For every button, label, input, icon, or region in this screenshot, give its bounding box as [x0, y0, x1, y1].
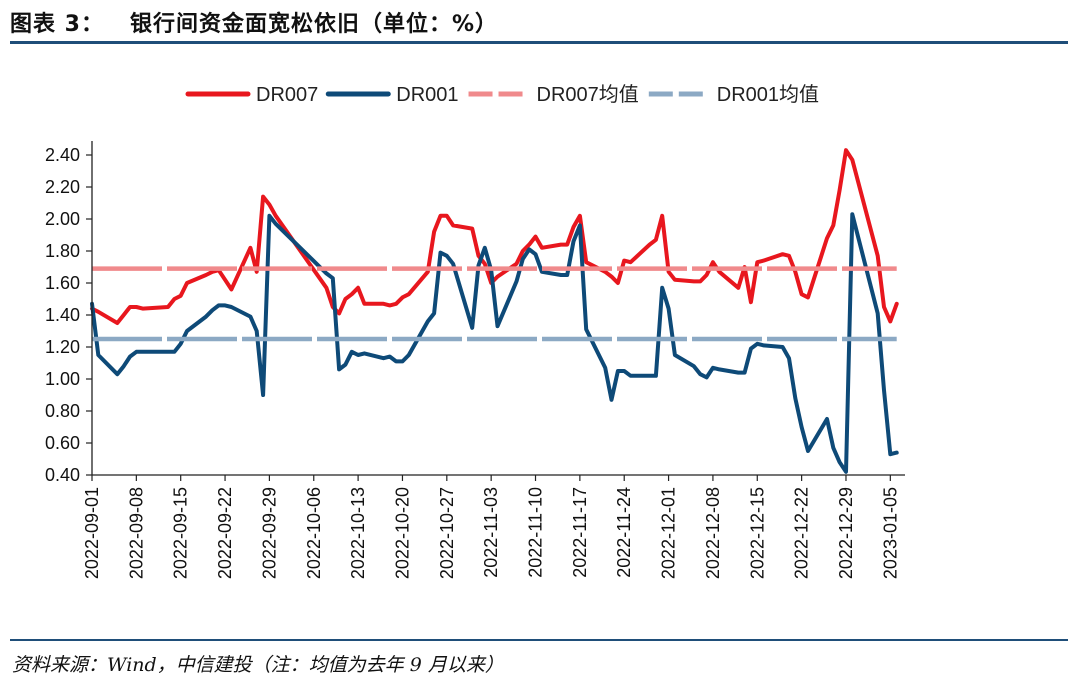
y-tick-label: 2.40	[45, 145, 80, 165]
figure-title-text: 银行间资金面宽松依旧（单位：%）	[129, 12, 499, 37]
x-tick-label: 2022-10-13	[348, 487, 368, 579]
x-tick-label: 2023-01-05	[880, 487, 900, 579]
x-tick-label: 2022-12-08	[703, 487, 723, 579]
x-tick-label: 2022-09-08	[126, 487, 146, 579]
x-tick-label: 2022-11-17	[570, 487, 590, 578]
legend: DR007 DR001 DR007均值 DR001均值	[185, 83, 819, 106]
series-layer	[90, 148, 899, 474]
y-tick-label: 1.20	[45, 337, 80, 357]
x-tick-label: 2022-12-22	[792, 487, 812, 579]
x-tick-label: 2022-09-01	[82, 487, 102, 579]
top-rule	[10, 41, 1068, 44]
legend-label: DR001均值	[717, 83, 819, 106]
y-tick-label: 0.40	[45, 465, 80, 485]
x-tick-label: 2022-11-24	[614, 487, 634, 578]
x-tick-label: 2022-09-15	[171, 487, 191, 579]
legend-label: DR007均值	[537, 83, 639, 106]
line-chart: 2.40 2.20 2.00 1.80 1.60 1.40 1.20 1.00 0.80 0.60…	[45, 83, 905, 579]
x-tick-label: 2022-12-15	[747, 487, 767, 579]
figure-label: 图表 3：	[10, 12, 104, 37]
axis-layer: 2.40 2.20 2.00 1.80 1.60 1.40 1.20 1.00 0.80 0.60…	[45, 141, 905, 579]
x-tick-label: 2022-11-03	[481, 487, 501, 578]
y-tick-label: 0.60	[45, 433, 80, 453]
x-tick-label: 2022-10-20	[392, 487, 412, 579]
x-tick-label: 2022-09-22	[215, 487, 235, 579]
legend-label: DR001	[396, 84, 458, 106]
source-note: 资料来源：Wind，中信建投（注：均值为去年 9 月以来）	[12, 654, 504, 676]
x-tick-label: 2022-12-01	[659, 487, 679, 579]
y-tick-label: 0.80	[45, 401, 80, 421]
y-tick-label: 1.00	[45, 369, 80, 389]
series-line-dr001	[90, 212, 899, 474]
y-tick-label: 2.00	[45, 209, 80, 229]
x-tick-label: 2022-12-29	[836, 487, 856, 579]
x-tick-label: 2022-11-10	[526, 487, 546, 578]
y-tick-label: 1.60	[45, 273, 80, 293]
bottom-rule	[10, 639, 1068, 641]
x-tick-label: 2022-10-06	[304, 487, 324, 579]
y-tick-label: 2.20	[45, 177, 80, 197]
series-line-dr007	[90, 148, 899, 325]
legend-label: DR007	[256, 84, 318, 106]
figure-title: 图表 3： 银行间资金面宽松依旧（单位：%）	[10, 6, 498, 38]
y-tick-label: 1.40	[45, 305, 80, 325]
x-tick-label: 2022-10-27	[437, 487, 457, 579]
x-tick-label: 2022-09-29	[259, 487, 279, 579]
y-tick-label: 1.80	[45, 241, 80, 261]
